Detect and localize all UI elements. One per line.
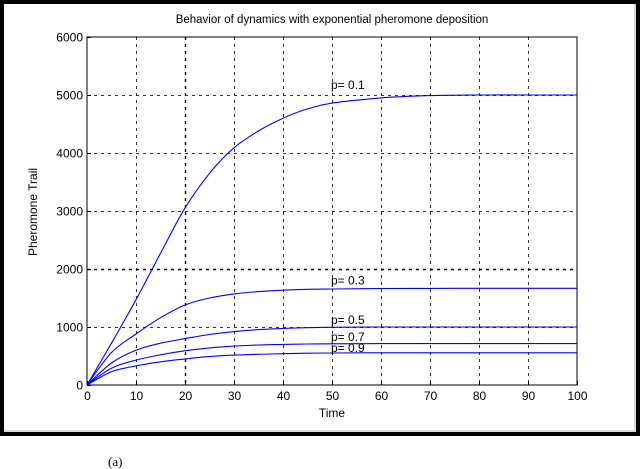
y-axis-label: Pheromone Trail [26,168,40,256]
y-tick-label: 4000 [56,147,83,161]
data-series [86,94,577,386]
x-tick-label: 80 [473,389,487,403]
x-tick-label: 10 [130,389,144,403]
y-tick-label: 2000 [56,263,83,277]
x-tick-label: 90 [522,389,536,403]
curve-label: p= 0.7 [331,330,365,344]
x-axis-label: Time [319,406,346,420]
series-line-05 [86,326,577,386]
y-axis-ticks: 0 1000 2000 3000 4000 5000 6000 [56,31,91,393]
series-line-03 [86,287,577,386]
curve-labels: p= 0.1 p= 0.3 p= 0.5 p= 0.7p= 0.9 [331,78,365,355]
x-axis-ticks: 0 10 20 30 40 50 60 70 80 90 100 [84,381,588,403]
x-tick-label: 20 [179,389,193,403]
y-tick-label: 5000 [56,89,83,103]
figure-caption: (a) [108,455,123,469]
curve-label: p= 0.5 [331,313,365,327]
figure-frame [0,0,640,436]
x-tick-label: 30 [228,389,242,403]
y-tick-label: 0 [76,379,83,393]
series-line-07 [86,343,577,386]
series-line-01 [86,94,577,386]
chart-title: Behavior of dynamics with exponential ph… [176,14,489,26]
x-tick-label: 50 [326,389,340,403]
x-tick-label: 60 [375,389,389,403]
curve-label: p= 0.9 [331,341,365,355]
x-tick-label: 40 [277,389,291,403]
y-tick-label: 1000 [56,321,83,335]
x-tick-label: 70 [424,389,438,403]
curve-label: p= 0.3 [331,274,365,288]
x-tick-label: 0 [84,389,91,403]
y-tick-label: 6000 [56,31,83,45]
x-tick-label: 100 [567,389,587,403]
curve-label: p= 0.1 [331,78,365,92]
series-line-09 [86,352,577,386]
y-tick-label: 3000 [56,205,83,219]
